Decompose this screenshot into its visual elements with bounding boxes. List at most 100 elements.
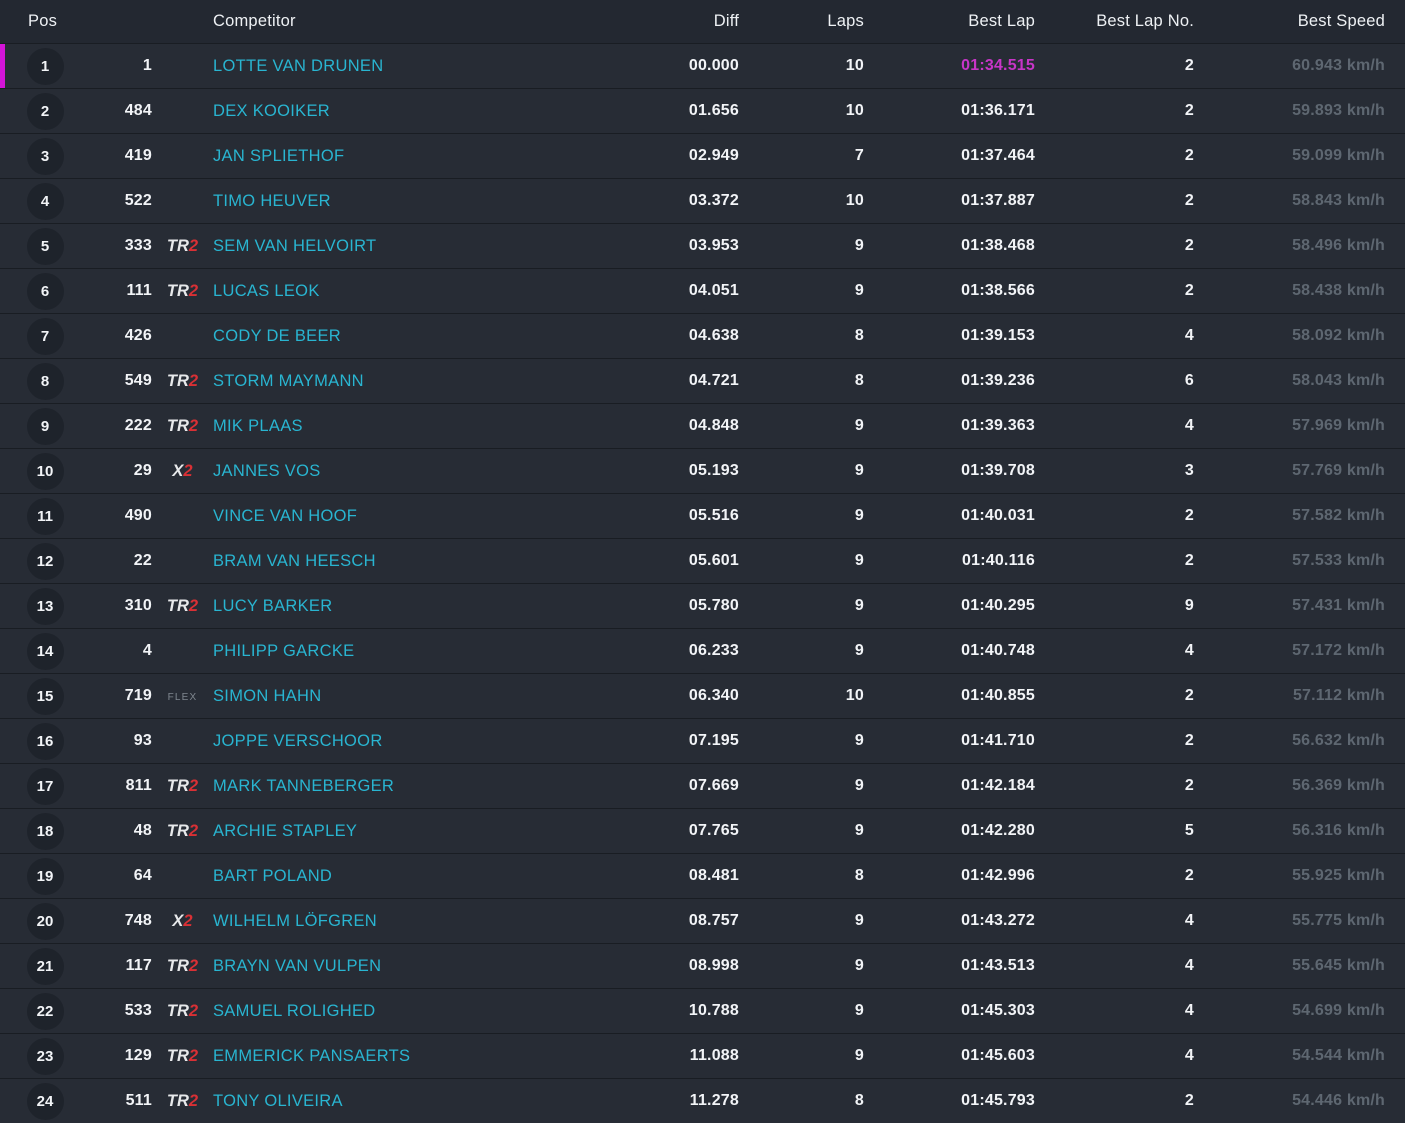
position-number: 16 xyxy=(36,732,54,750)
table-row[interactable]: 20 748 X2 WILHELM LÖFGREN 08.757 9 01:43… xyxy=(0,899,1405,943)
position-badge: 23 xyxy=(26,1037,64,1075)
best-lap-value: 01:43.513 xyxy=(961,957,1035,974)
best-lap-no-value: 3 xyxy=(1184,462,1194,479)
best-lap-no-value: 4 xyxy=(1184,417,1194,434)
position-badge: 6 xyxy=(26,272,64,310)
position-badge: 14 xyxy=(26,632,64,670)
diff-value: 07.765 xyxy=(688,822,739,839)
best-lap-no-value: 2 xyxy=(1184,192,1194,209)
diff-value: 05.193 xyxy=(688,462,739,479)
diff-value: 01.656 xyxy=(688,102,739,119)
best-speed-value: 57.582 km/h xyxy=(1292,507,1385,524)
table-row[interactable]: 8 549 TR2 STORM MAYMANN 04.721 8 01:39.2… xyxy=(0,359,1405,403)
laps-value: 10 xyxy=(845,102,864,119)
position-badge: 18 xyxy=(26,812,64,850)
table-row[interactable]: 11 490 VINCE VAN HOOF 05.516 9 01:40.031… xyxy=(0,494,1405,538)
table-row[interactable]: 2 484 DEX KOOIKER 01.656 10 01:36.171 2 … xyxy=(0,89,1405,133)
position-number: 13 xyxy=(36,597,54,615)
car-number: 511 xyxy=(125,1092,152,1109)
class-badge: TR2 xyxy=(166,596,199,615)
table-row[interactable]: 15 719 FLEX SIMON HAHN 06.340 10 01:40.8… xyxy=(0,674,1405,718)
table-row[interactable]: 22 533 TR2 SAMUEL ROLIGHED 10.788 9 01:4… xyxy=(0,989,1405,1033)
position-number: 19 xyxy=(36,867,54,885)
table-row[interactable]: 17 811 TR2 MARK TANNEBERGER 07.669 9 01:… xyxy=(0,764,1405,808)
position-number: 9 xyxy=(40,417,50,435)
table-row[interactable]: 23 129 TR2 EMMERICK PANSAERTS 11.088 9 0… xyxy=(0,1034,1405,1078)
diff-value: 08.481 xyxy=(688,867,739,884)
best-lap-value: 01:39.708 xyxy=(961,462,1035,479)
laps-value: 9 xyxy=(854,642,864,659)
car-number: 748 xyxy=(124,912,152,929)
position-badge: 24 xyxy=(26,1082,64,1120)
table-row[interactable]: 10 29 X2 JANNES VOS 05.193 9 01:39.708 3… xyxy=(0,449,1405,493)
table-row[interactable]: 9 222 TR2 MIK PLAAS 04.848 9 01:39.363 4… xyxy=(0,404,1405,448)
laps-value: 10 xyxy=(845,687,864,704)
header-best-speed: Best Speed xyxy=(1297,12,1385,30)
best-speed-value: 55.775 km/h xyxy=(1292,912,1385,929)
competitor-name: SAMUEL ROLIGHED xyxy=(213,1001,376,1020)
table-row[interactable]: 12 22 BRAM VAN HEESCH 05.601 9 01:40.116… xyxy=(0,539,1405,583)
position-badge: 5 xyxy=(26,227,64,265)
table-row[interactable]: 14 4 PHILIPP GARCKE 06.233 9 01:40.748 4… xyxy=(0,629,1405,673)
best-lap-no-value: 2 xyxy=(1184,777,1194,794)
competitor-name: EMMERICK PANSAERTS xyxy=(213,1046,411,1065)
car-number: 93 xyxy=(133,732,152,749)
best-speed-value: 57.769 km/h xyxy=(1292,462,1385,479)
laps-value: 9 xyxy=(854,597,864,614)
best-speed-value: 57.112 km/h xyxy=(1292,687,1385,704)
diff-value: 07.195 xyxy=(688,732,739,749)
table-row[interactable]: 5 333 TR2 SEM VAN HELVOIRT 03.953 9 01:3… xyxy=(0,224,1405,268)
table-row[interactable]: 13 310 TR2 LUCY BARKER 05.780 9 01:40.29… xyxy=(0,584,1405,628)
best-lap-no-value: 2 xyxy=(1184,732,1194,749)
position-badge: 1 xyxy=(26,47,64,85)
diff-value: 04.848 xyxy=(688,417,739,434)
table-row[interactable]: 6 111 TR2 LUCAS LEOK 04.051 9 01:38.566 … xyxy=(0,269,1405,313)
position-number: 22 xyxy=(36,1002,54,1020)
car-number: 111 xyxy=(126,282,152,299)
competitor-name: JANNES VOS xyxy=(213,461,321,480)
car-number: 333 xyxy=(124,237,152,254)
car-number: 48 xyxy=(133,822,152,839)
car-number: 719 xyxy=(124,687,152,704)
header-competitor: Competitor xyxy=(213,12,296,30)
laps-value: 9 xyxy=(854,282,864,299)
best-lap-no-value: 5 xyxy=(1184,822,1194,839)
table-row[interactable]: 1 1 LOTTE VAN DRUNEN 00.000 10 01:34.515… xyxy=(0,44,1405,88)
position-badge: 9 xyxy=(26,407,64,445)
best-speed-value: 58.843 km/h xyxy=(1292,192,1385,209)
position-badge: 16 xyxy=(26,722,64,760)
best-speed-value: 58.043 km/h xyxy=(1292,372,1385,389)
best-speed-value: 55.645 km/h xyxy=(1292,957,1385,974)
best-lap-no-value: 4 xyxy=(1184,642,1194,659)
competitor-name: JAN SPLIETHOF xyxy=(213,146,345,165)
competitor-name: LUCY BARKER xyxy=(213,596,333,615)
table-row[interactable]: 7 426 CODY DE BEER 04.638 8 01:39.153 4 … xyxy=(0,314,1405,358)
header-diff: Diff xyxy=(713,12,739,30)
class-badge: TR2 xyxy=(166,956,199,975)
position-badge: 15 xyxy=(26,677,64,715)
position-number: 10 xyxy=(36,462,54,480)
table-row[interactable]: 24 511 TR2 TONY OLIVEIRA 11.278 8 01:45.… xyxy=(0,1079,1405,1123)
best-speed-value: 58.092 km/h xyxy=(1292,327,1385,344)
table-row[interactable]: 21 117 TR2 BRAYN VAN VULPEN 08.998 9 01:… xyxy=(0,944,1405,988)
table-row[interactable]: 16 93 JOPPE VERSCHOOR 07.195 9 01:41.710… xyxy=(0,719,1405,763)
best-speed-value: 55.925 km/h xyxy=(1292,867,1385,884)
table-row[interactable]: 19 64 BART POLAND 08.481 8 01:42.996 2 5… xyxy=(0,854,1405,898)
diff-value: 10.788 xyxy=(688,1002,739,1019)
laps-value: 9 xyxy=(854,1047,864,1064)
best-speed-value: 57.172 km/h xyxy=(1292,642,1385,659)
best-lap-no-value: 2 xyxy=(1184,687,1194,704)
table-row[interactable]: 4 522 TIMO HEUVER 03.372 10 01:37.887 2 … xyxy=(0,179,1405,223)
table-row[interactable]: 18 48 TR2 ARCHIE STAPLEY 07.765 9 01:42.… xyxy=(0,809,1405,853)
car-number: 310 xyxy=(124,597,152,614)
car-number: 129 xyxy=(124,1047,152,1064)
best-lap-value: 01:40.031 xyxy=(961,507,1035,524)
laps-value: 8 xyxy=(854,372,864,389)
car-number: 117 xyxy=(125,957,152,974)
best-lap-value: 01:45.793 xyxy=(961,1092,1035,1109)
best-lap-value: 01:39.363 xyxy=(961,417,1035,434)
laps-value: 9 xyxy=(854,912,864,929)
best-speed-value: 54.446 km/h xyxy=(1292,1092,1385,1109)
table-row[interactable]: 3 419 JAN SPLIETHOF 02.949 7 01:37.464 2… xyxy=(0,134,1405,178)
position-badge: 3 xyxy=(26,137,64,175)
